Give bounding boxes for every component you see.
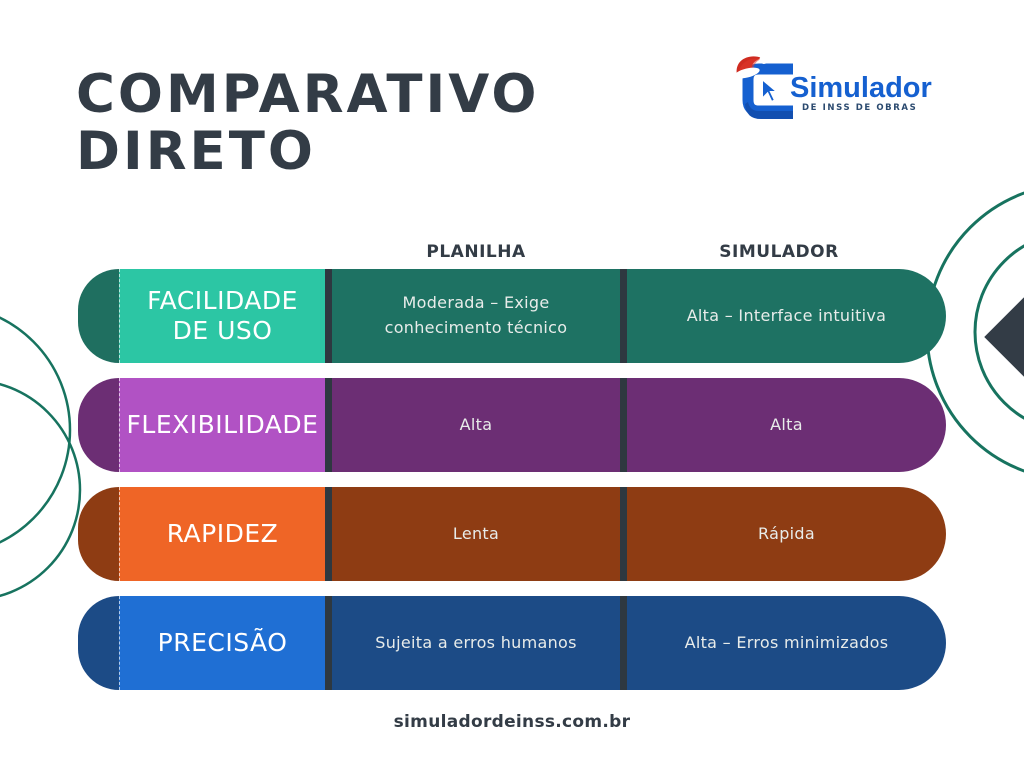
column-header-simulador: SIMULADOR bbox=[719, 242, 839, 262]
planilha-cell: Moderada – Exige conhecimento técnico bbox=[332, 269, 620, 363]
circle-outline-left-lower bbox=[0, 382, 82, 598]
diamond-accent bbox=[984, 283, 1024, 391]
cell-divider bbox=[620, 596, 627, 690]
simulador-cell: Alta bbox=[627, 378, 946, 472]
table-row: FLEXIBILIDADE Alta Alta bbox=[78, 378, 946, 472]
planilha-cell: Sujeita a erros humanos bbox=[332, 596, 620, 690]
page-title: COMPARATIVO DIRETO bbox=[76, 64, 540, 182]
hat-trim bbox=[734, 67, 760, 79]
row-cap bbox=[78, 378, 119, 472]
simulador-cell: Rápida bbox=[627, 487, 946, 581]
footer-url: simuladordeinss.com.br bbox=[393, 712, 631, 732]
simulador-cell: Alta – Interface intuitiva bbox=[627, 269, 946, 363]
row-label: RAPIDEZ bbox=[119, 487, 325, 581]
table-row: PRECISÃO Sujeita a erros humanos Alta – … bbox=[78, 596, 946, 690]
cell-divider bbox=[325, 378, 332, 472]
row-cap bbox=[78, 487, 119, 581]
hat-pom bbox=[759, 55, 769, 64]
planilha-cell: Lenta bbox=[332, 487, 620, 581]
cell-divider bbox=[325, 487, 332, 581]
column-header-planilha: PLANILHA bbox=[426, 242, 526, 262]
row-cap bbox=[78, 596, 119, 690]
cell-divider bbox=[620, 269, 627, 363]
row-label: FLEXIBILIDADE bbox=[119, 378, 325, 472]
row-label: FACILIDADE DE USO bbox=[119, 269, 325, 363]
santa-hat-icon bbox=[734, 55, 769, 79]
table-row: FACILIDADE DE USO Moderada – Exige conhe… bbox=[78, 269, 946, 363]
cursor-icon bbox=[761, 76, 781, 104]
monitor-base bbox=[745, 102, 793, 120]
cell-divider bbox=[620, 487, 627, 581]
comparison-table: FACILIDADE DE USO Moderada – Exige conhe… bbox=[78, 269, 946, 705]
cell-divider bbox=[325, 596, 332, 690]
row-cap bbox=[78, 269, 119, 363]
brand-name: Simulador bbox=[790, 72, 932, 104]
circle-outline-left-upper bbox=[0, 316, 72, 544]
brand-tagline: DE INSS DE OBRAS bbox=[802, 103, 918, 113]
cell-divider bbox=[325, 269, 332, 363]
simulador-cell: Alta – Erros minimizados bbox=[627, 596, 946, 690]
brand-icon bbox=[734, 55, 793, 120]
table-row: RAPIDEZ Lenta Rápida bbox=[78, 487, 946, 581]
planilha-cell: Alta bbox=[332, 378, 620, 472]
row-label: PRECISÃO bbox=[119, 596, 325, 690]
cell-divider bbox=[620, 378, 627, 472]
